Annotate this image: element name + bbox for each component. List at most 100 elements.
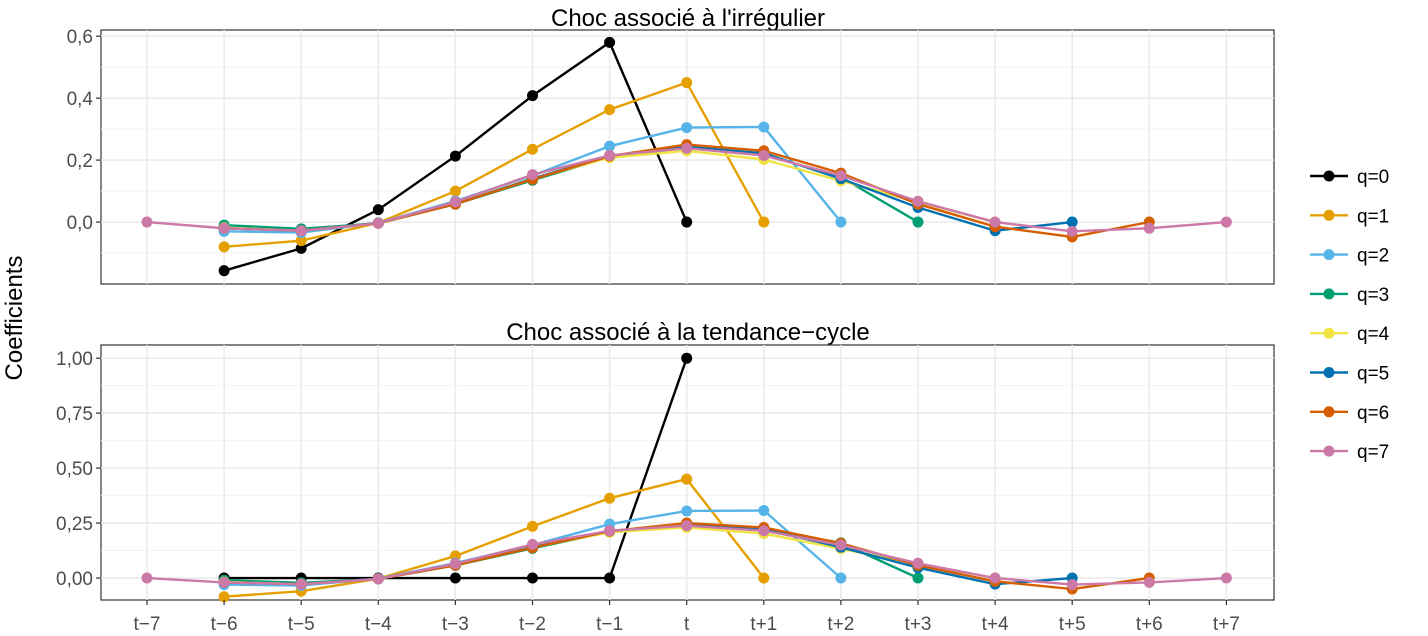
data-point-q=7 [218,222,230,234]
data-point-q=7 [1143,576,1155,588]
data-point-q=3 [912,216,924,228]
x-tick-label: t+3 [905,614,932,635]
data-point-q=7 [758,525,770,537]
data-point-q=1 [681,77,693,89]
data-point-q=1 [604,492,616,504]
x-tick-label: t−4 [365,614,392,635]
data-point-q=7 [604,525,616,537]
y-tick-label: 0,50 [56,459,93,480]
data-point-q=7 [141,216,153,228]
data-point-q=0 [372,204,384,216]
data-point-q=7 [989,216,1001,228]
data-point-q=1 [449,185,461,197]
legend-item-q=7: q=7 [1310,442,1389,463]
data-point-q=7 [835,539,847,551]
y-tick-label: 0,0 [67,213,93,234]
data-point-q=0 [295,242,307,254]
data-point-q=7 [372,217,384,229]
legend-key-point [1323,288,1335,300]
legend-key-point [1323,209,1335,221]
data-point-q=0 [604,572,616,584]
x-tick-label: t+7 [1213,614,1240,635]
y-tick-label: 0,00 [56,569,93,590]
y-tick-label: 0,2 [67,151,93,172]
data-point-q=7 [141,572,153,584]
y-axis-label: Coefficients [1,256,28,381]
x-tick-label: t+1 [750,614,777,635]
legend-label: q=2 [1357,246,1389,267]
data-point-q=7 [449,558,461,570]
series-line-q=1 [224,477,765,598]
legend-label: q=1 [1357,206,1389,227]
legend-key-point [1323,327,1335,339]
y-tick-label: 1,00 [56,349,93,370]
data-point-q=7 [912,557,924,569]
data-point-q=0 [527,572,538,584]
x-tick-label: t−5 [288,614,315,635]
data-point-q=7 [1066,225,1078,237]
y-tick-label: 0,6 [67,27,93,48]
panel-tendance-cycle: Choc associé à la tendance−cycle 0,00 0,2… [56,319,1275,635]
data-point-q=7 [835,170,847,182]
panel-title: Choc associé à la tendance−cycle [506,319,870,346]
data-point-q=2 [604,140,616,152]
data-point-q=1 [295,235,307,247]
legend-item-q=4: q=4 [1310,324,1390,345]
x-tick-label: t+5 [1059,614,1086,635]
legend-key-point [1323,406,1335,418]
data-point-q=2 [835,216,847,228]
x-tick-label: t−3 [442,614,469,635]
legend-item-q=1: q=1 [1310,206,1389,227]
data-point-q=0 [449,150,461,162]
x-tick-label: t+2 [827,614,854,635]
data-point-q=1 [604,104,616,116]
data-point-q=1 [758,572,770,584]
data-point-q=2 [758,505,770,517]
data-point-q=7 [758,149,770,161]
legend: q=0 q=1 q=2 q=3 q=4 q=5 q=6 q=7 [1310,167,1390,463]
data-point-q=2 [758,121,770,133]
data-point-q=1 [527,520,538,532]
data-point-q=7 [604,149,616,161]
y-tick-label: 0,75 [56,404,93,425]
data-point-q=1 [218,241,230,253]
data-point-q=7 [527,538,538,550]
x-tick-label: t−7 [134,614,161,635]
data-point-q=7 [989,572,1001,584]
legend-label: q=3 [1357,285,1389,306]
x-tick-label: t+4 [982,614,1009,635]
panel-title: Choc associé à l'irrégulier [551,5,825,32]
data-point-q=7 [372,573,384,585]
data-point-q=2 [681,122,693,134]
data-point-q=2 [835,572,847,584]
data-point-q=7 [218,576,230,588]
data-point-q=7 [681,520,693,532]
legend-key-point [1323,249,1335,261]
legend-item-q=3: q=3 [1310,285,1389,306]
series-line-q=1 [224,81,765,249]
data-point-q=7 [1220,572,1232,584]
data-point-q=0 [681,352,693,364]
data-point-q=7 [1143,222,1155,234]
data-point-q=2 [681,505,693,517]
y-tick-label: 0,25 [56,514,93,535]
data-point-q=3 [912,572,924,584]
legend-label: q=5 [1357,364,1389,385]
data-point-q=7 [912,195,924,207]
data-point-q=0 [681,216,693,228]
data-point-q=0 [527,90,538,102]
data-point-q=0 [449,572,461,584]
legend-item-q=2: q=2 [1310,246,1389,267]
y-tick-label: 0,4 [67,89,94,110]
panel-irregulier: Choc associé à l'irrégulier 0,0 0,2 0,4 0,6 [67,5,1275,285]
data-point-q=7 [527,169,538,181]
data-point-q=1 [758,216,770,228]
data-point-q=7 [295,225,307,237]
data-point-q=5 [1066,216,1078,228]
data-point-q=1 [681,473,693,485]
x-tick-label: t−6 [211,614,238,635]
data-point-q=0 [218,265,230,277]
x-tick-label: t+6 [1136,614,1163,635]
legend-key-point [1323,367,1335,378]
